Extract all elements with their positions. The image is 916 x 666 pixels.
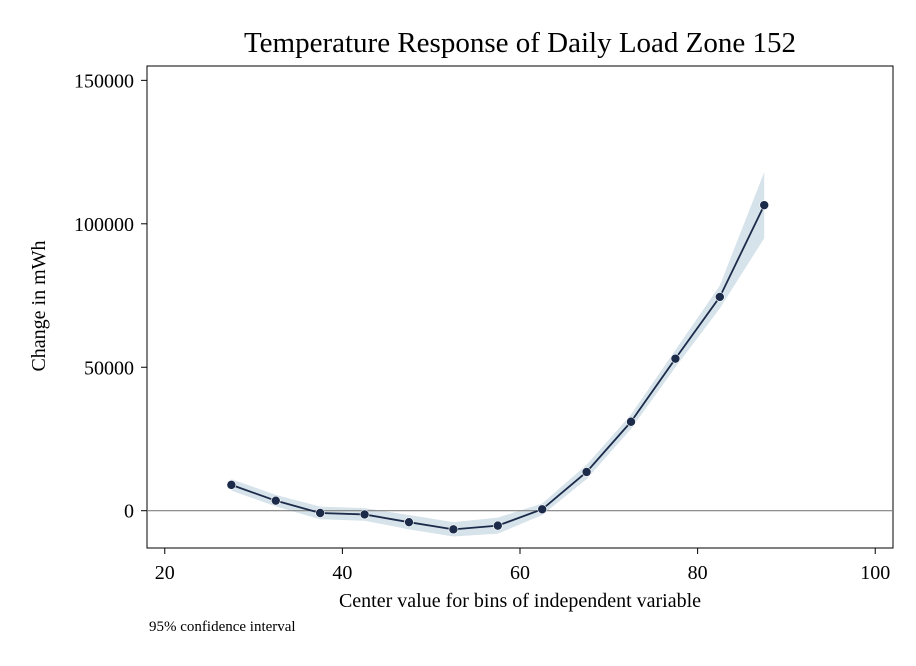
data-point bbox=[404, 517, 414, 527]
y-tick-label: 50000 bbox=[84, 357, 134, 379]
y-tick-label: 150000 bbox=[74, 70, 134, 92]
y-axis-label: Change in mWh bbox=[28, 240, 50, 371]
x-tick-label: 80 bbox=[688, 562, 708, 584]
plot-area-frame bbox=[146, 65, 894, 549]
chart-note: 95% confidence interval bbox=[149, 619, 296, 635]
data-point bbox=[492, 520, 503, 531]
y-tick-label: 0 bbox=[124, 501, 134, 523]
x-tick-label: 60 bbox=[510, 562, 530, 584]
confidence-interval-band bbox=[231, 172, 765, 537]
series-points-layer bbox=[226, 200, 770, 535]
x-tick-label: 40 bbox=[332, 562, 352, 584]
data-point bbox=[359, 509, 370, 520]
y-tick-label: 100000 bbox=[74, 214, 134, 236]
data-point bbox=[537, 504, 548, 515]
data-point bbox=[715, 292, 725, 302]
confidence-band-layer bbox=[231, 172, 765, 537]
data-point bbox=[226, 480, 237, 490]
x-axis-ticks: 20 40 60 80 100 bbox=[155, 548, 890, 584]
data-point bbox=[581, 467, 592, 477]
data-point bbox=[759, 200, 770, 210]
x-tick-label: 20 bbox=[155, 562, 175, 584]
chart-title: Temperature Response of Daily Load Zone … bbox=[244, 27, 796, 59]
data-point bbox=[670, 353, 681, 364]
data-point bbox=[270, 495, 281, 506]
data-point bbox=[448, 524, 459, 535]
x-axis-label: Center value for bins of independent var… bbox=[339, 590, 701, 612]
y-axis-ticks: 0 50000 100000 150000 bbox=[74, 70, 147, 523]
data-point bbox=[315, 508, 325, 518]
data-point bbox=[626, 416, 636, 427]
x-tick-label: 100 bbox=[860, 562, 890, 584]
